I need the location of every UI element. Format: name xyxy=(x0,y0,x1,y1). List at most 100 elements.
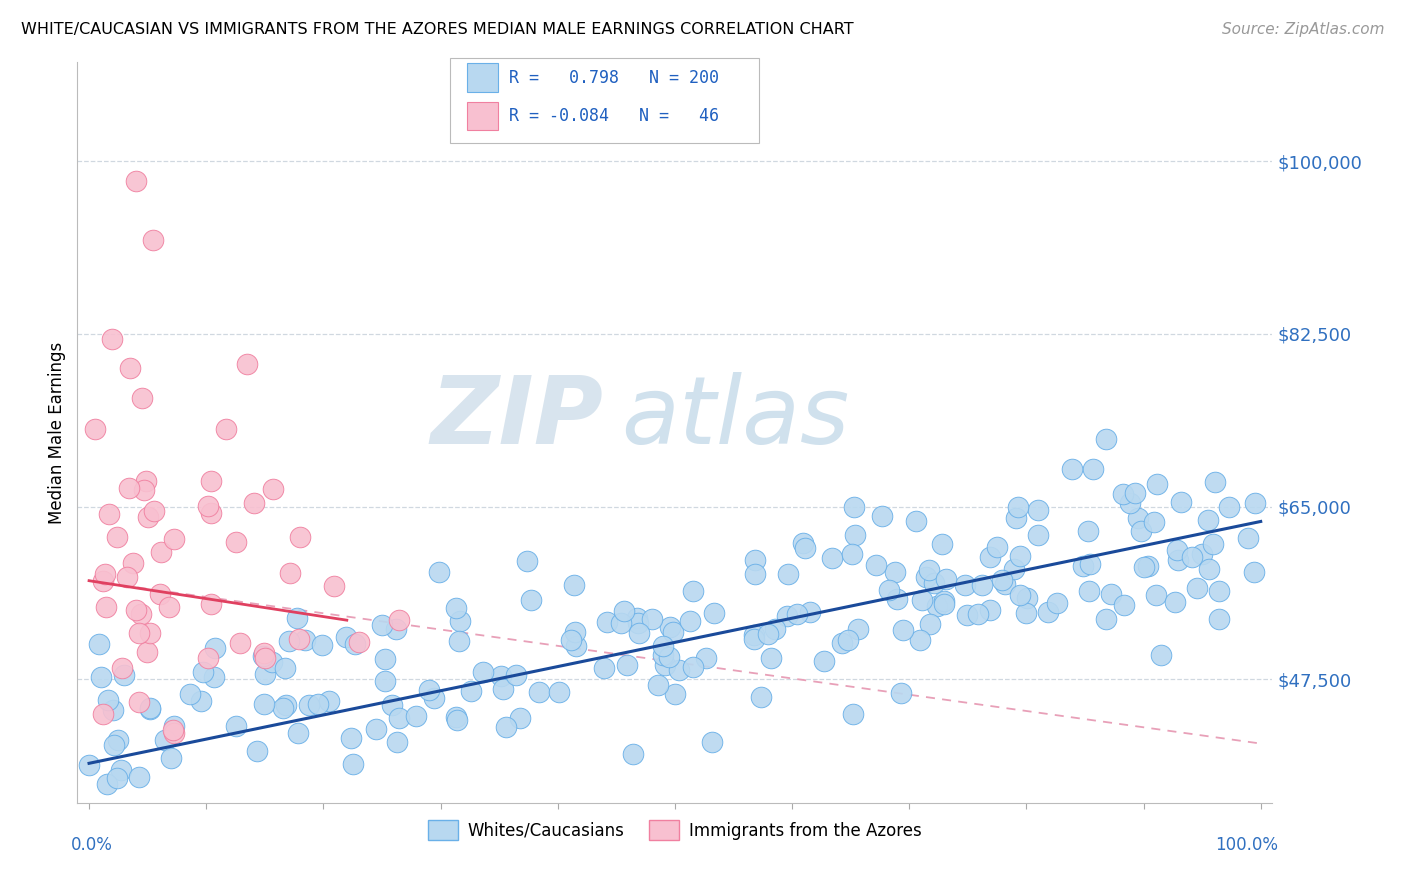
Point xyxy=(371,618,394,632)
Point xyxy=(87,637,110,651)
Point xyxy=(260,655,283,669)
Point xyxy=(103,738,125,752)
Point xyxy=(200,474,222,488)
Point xyxy=(1112,599,1135,613)
Point xyxy=(662,625,685,640)
Point xyxy=(125,174,148,188)
Point xyxy=(105,771,128,785)
Point xyxy=(682,584,704,599)
Point xyxy=(1136,559,1159,574)
Point xyxy=(596,615,619,630)
Point xyxy=(323,579,346,593)
Point xyxy=(253,651,276,665)
Point xyxy=(96,599,118,614)
Point xyxy=(98,507,121,521)
Point xyxy=(763,622,786,636)
Point xyxy=(742,628,765,642)
Point xyxy=(162,723,184,737)
Point xyxy=(744,566,766,581)
Point xyxy=(883,565,905,579)
Point xyxy=(139,702,162,716)
Point xyxy=(756,627,779,641)
Point xyxy=(1112,487,1135,501)
Point xyxy=(153,733,176,747)
Point xyxy=(149,545,172,559)
Point xyxy=(236,357,259,371)
Point xyxy=(953,578,976,592)
Point xyxy=(91,706,114,721)
Point xyxy=(374,673,396,688)
Point xyxy=(1204,475,1226,490)
Point xyxy=(509,711,531,725)
Point xyxy=(1130,524,1153,539)
Point xyxy=(1197,513,1219,527)
Point xyxy=(253,667,276,681)
Point xyxy=(105,530,128,544)
Point xyxy=(1143,516,1166,530)
Point xyxy=(446,713,468,727)
Point xyxy=(1202,537,1225,551)
Point xyxy=(1081,461,1104,475)
Point xyxy=(347,635,370,649)
Point xyxy=(307,697,329,711)
Point xyxy=(1046,596,1069,610)
Point xyxy=(287,725,309,739)
Point xyxy=(447,634,470,648)
Point xyxy=(520,593,543,607)
Point xyxy=(1060,461,1083,475)
Point xyxy=(1008,588,1031,602)
Point xyxy=(200,597,222,611)
Point xyxy=(1007,500,1029,515)
Point xyxy=(215,422,238,436)
Point xyxy=(1191,547,1213,561)
Point xyxy=(111,660,134,674)
Point xyxy=(1181,549,1204,564)
Point xyxy=(865,558,887,572)
Point xyxy=(1026,503,1049,517)
Point xyxy=(139,626,162,640)
Point xyxy=(1099,587,1122,601)
Point xyxy=(1077,524,1099,538)
Point xyxy=(1015,591,1038,605)
Point xyxy=(1125,486,1147,500)
Point xyxy=(135,474,157,488)
Point xyxy=(870,509,893,524)
Point xyxy=(288,632,311,646)
Point xyxy=(278,566,301,580)
Point xyxy=(90,670,112,684)
Point xyxy=(759,650,782,665)
Point xyxy=(1218,500,1240,514)
Point xyxy=(93,567,115,582)
Point xyxy=(700,735,723,749)
Point xyxy=(77,758,100,772)
Point xyxy=(225,719,247,733)
Point xyxy=(96,776,118,790)
Point xyxy=(1243,565,1265,579)
Point xyxy=(562,578,585,592)
Text: 0.0%: 0.0% xyxy=(72,836,114,855)
Point xyxy=(122,556,145,570)
Point xyxy=(627,625,650,640)
Y-axis label: Median Male Earnings: Median Male Earnings xyxy=(48,342,66,524)
Point xyxy=(904,515,927,529)
Point xyxy=(364,722,387,736)
Point xyxy=(695,650,717,665)
Point xyxy=(117,570,139,584)
Point xyxy=(142,233,165,247)
Point xyxy=(979,549,1001,564)
Point xyxy=(925,599,948,614)
Point xyxy=(385,734,408,748)
Point xyxy=(647,678,669,692)
Text: WHITE/CAUCASIAN VS IMMIGRANTS FROM THE AZORES MEDIAN MALE EARNINGS CORRELATION C: WHITE/CAUCASIAN VS IMMIGRANTS FROM THE A… xyxy=(21,22,853,37)
Point xyxy=(626,616,648,631)
Point xyxy=(139,701,162,715)
Point xyxy=(118,481,141,495)
Point xyxy=(979,603,1001,617)
Point xyxy=(664,687,686,701)
Point xyxy=(821,550,844,565)
Point xyxy=(489,669,512,683)
Point xyxy=(298,698,321,713)
Point xyxy=(335,630,357,644)
Point xyxy=(253,697,276,711)
Point xyxy=(136,509,159,524)
